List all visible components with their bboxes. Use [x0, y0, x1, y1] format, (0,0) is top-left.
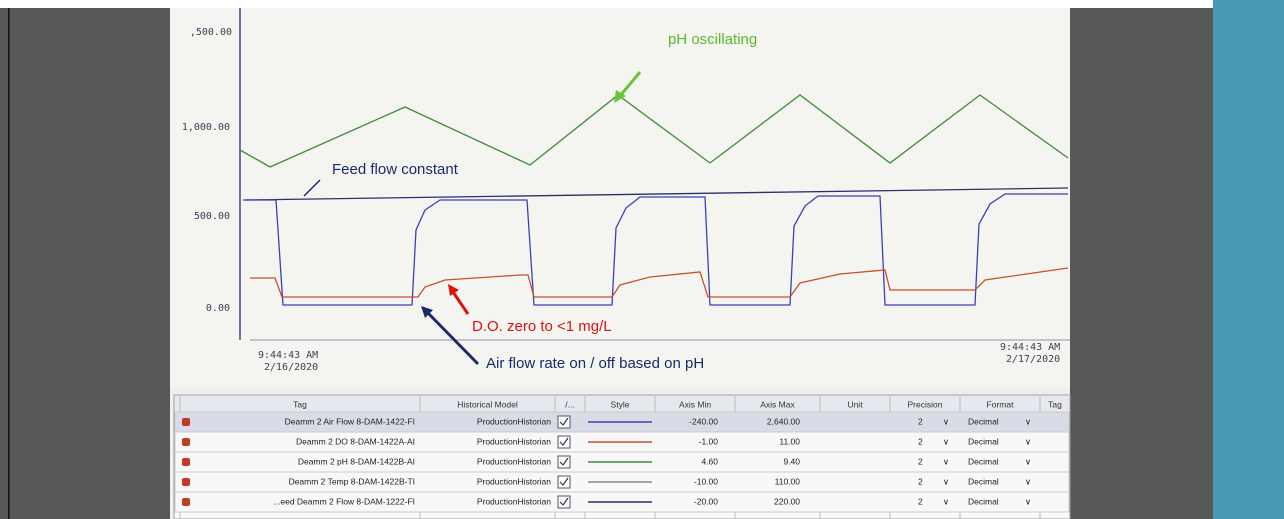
- table: Tag Historical Model /... Style Axis Min Axis…: [175, 396, 1069, 519]
- axis-max: 110.00: [775, 476, 801, 486]
- tag-icon: [182, 458, 190, 466]
- dropdown-caret: ∨: [1025, 436, 1031, 446]
- column-header: Unit: [847, 399, 863, 409]
- checkbox[interactable]: [558, 436, 570, 448]
- precision[interactable]: 2: [918, 456, 923, 466]
- column-header: Historical Model: [457, 399, 518, 409]
- precision[interactable]: 2: [918, 496, 923, 506]
- tag-name: ...eed Deamm 2 Flow 8-DAM-1222-FI: [273, 496, 415, 506]
- historical-model: ProductionHistorian: [477, 496, 551, 506]
- precision[interactable]: 2: [918, 436, 923, 446]
- column-header: Format: [987, 399, 1015, 409]
- tag-icon: [182, 478, 190, 486]
- checkbox[interactable]: [558, 456, 570, 468]
- column-header: Precision: [908, 399, 943, 409]
- annotation: pH oscillating: [668, 31, 757, 48]
- dropdown-caret: ∨: [1025, 416, 1031, 426]
- axis-max: 220.00: [774, 496, 800, 506]
- column-header: Tag: [293, 399, 307, 409]
- plot-area: [170, 8, 1070, 388]
- precision[interactable]: 2: [918, 476, 923, 486]
- axis-min: -1.00: [699, 436, 719, 446]
- column-header: Axis Max: [760, 399, 795, 409]
- dropdown-caret: ∨: [943, 436, 949, 446]
- tag-name: Deamm 2 DO 8-DAM-1422A-AI: [296, 436, 415, 446]
- time-label: 2/17/2020: [1006, 354, 1060, 365]
- historical-model: ProductionHistorian: [477, 476, 551, 486]
- y-label: ,500.00: [190, 27, 232, 38]
- axis-min: 4.60: [701, 456, 718, 466]
- y-label: 0.00: [206, 303, 230, 314]
- time-label: 2/16/2020: [264, 362, 318, 373]
- annotation: Air flow rate on / off based on pH: [486, 355, 704, 372]
- column-header: Style: [611, 399, 630, 409]
- axis-max: 2,640.00: [767, 416, 800, 426]
- column-header: /...: [565, 399, 574, 409]
- top-bar: [0, 0, 1213, 8]
- precision[interactable]: 2: [918, 416, 923, 426]
- format[interactable]: Decimal: [968, 496, 999, 506]
- annotation: D.O. zero to <1 mg/L: [472, 318, 612, 335]
- time-label: 9:44:43 AM: [258, 350, 318, 361]
- format[interactable]: Decimal: [968, 476, 999, 486]
- dropdown-caret: ∨: [943, 496, 949, 506]
- tag-name: Deamm 2 Temp 8-DAM-1422B-TI: [289, 476, 415, 486]
- tag-icon: [182, 418, 190, 426]
- side-strip: [1213, 0, 1284, 519]
- tag-icon: [182, 498, 190, 506]
- checkbox[interactable]: [558, 416, 570, 428]
- y-label: 1,000.00: [182, 122, 230, 133]
- axis-min: -10.00: [694, 476, 718, 486]
- checkbox[interactable]: [558, 476, 570, 488]
- screenshot: ,500.00 1,000.00 500.00 0.00 9:44:43 AM …: [0, 0, 1284, 519]
- dropdown-caret: ∨: [1025, 496, 1031, 506]
- tag-name: Deamm 2 pH 8-DAM-1422B-AI: [298, 456, 415, 466]
- annotation: Feed flow constant: [332, 161, 459, 178]
- historical-model: ProductionHistorian: [477, 416, 551, 426]
- axis-max: 11.00: [779, 436, 800, 446]
- axis-max: 9.40: [783, 456, 800, 466]
- tag-icon: [182, 438, 190, 446]
- tag-name: Deamm 2 Air Flow 8-DAM-1422-FI: [285, 416, 415, 426]
- checkbox[interactable]: [558, 496, 570, 508]
- dropdown-caret: ∨: [943, 456, 949, 466]
- column-header: Axis Min: [679, 399, 711, 409]
- axis-min: -240.00: [689, 416, 718, 426]
- dropdown-caret: ∨: [1025, 456, 1031, 466]
- format[interactable]: Decimal: [968, 456, 999, 466]
- dropdown-caret: ∨: [1025, 476, 1031, 486]
- historical-model: ProductionHistorian: [477, 436, 551, 446]
- left-border: [8, 8, 10, 519]
- dropdown-caret: ∨: [943, 476, 949, 486]
- y-label: 500.00: [194, 211, 230, 222]
- column-header: Tag: [1048, 399, 1062, 409]
- historical-model: ProductionHistorian: [477, 456, 551, 466]
- format[interactable]: Decimal: [968, 436, 999, 446]
- format[interactable]: Decimal: [968, 416, 999, 426]
- axis-min: -20.00: [694, 496, 718, 506]
- dropdown-caret: ∨: [943, 416, 949, 426]
- time-label: 9:44:43 AM: [1000, 342, 1060, 353]
